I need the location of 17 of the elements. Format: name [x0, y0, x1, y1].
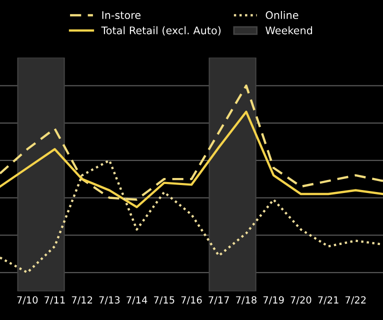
x-tick-label: 7/22 [346, 296, 366, 304]
x-tick-label: 7/17 [208, 296, 229, 304]
x-tick-label: 7/15 [154, 296, 174, 304]
x-tick-label: 7/11 [44, 296, 65, 304]
legend-label: In-store [102, 11, 141, 20]
x-tick-label: 7/10 [17, 296, 38, 304]
legend-label: Online [266, 10, 298, 20]
x-tick-label: 7/20 [290, 296, 312, 304]
legend-label: Weekend [266, 26, 312, 34]
legend-label: Total Retail (excl. Auto) [101, 26, 221, 36]
x-tick-label: 7/16 [181, 296, 202, 304]
x-tick-label: 7/21 [318, 296, 338, 304]
x-tick-label: 7/14 [126, 296, 148, 304]
x-tick-label: 7/12 [72, 296, 92, 304]
x-tick-label: 7/19 [263, 296, 284, 304]
x-tick-label: 7/18 [236, 296, 256, 304]
x-tick-label: 7/13 [99, 296, 120, 304]
